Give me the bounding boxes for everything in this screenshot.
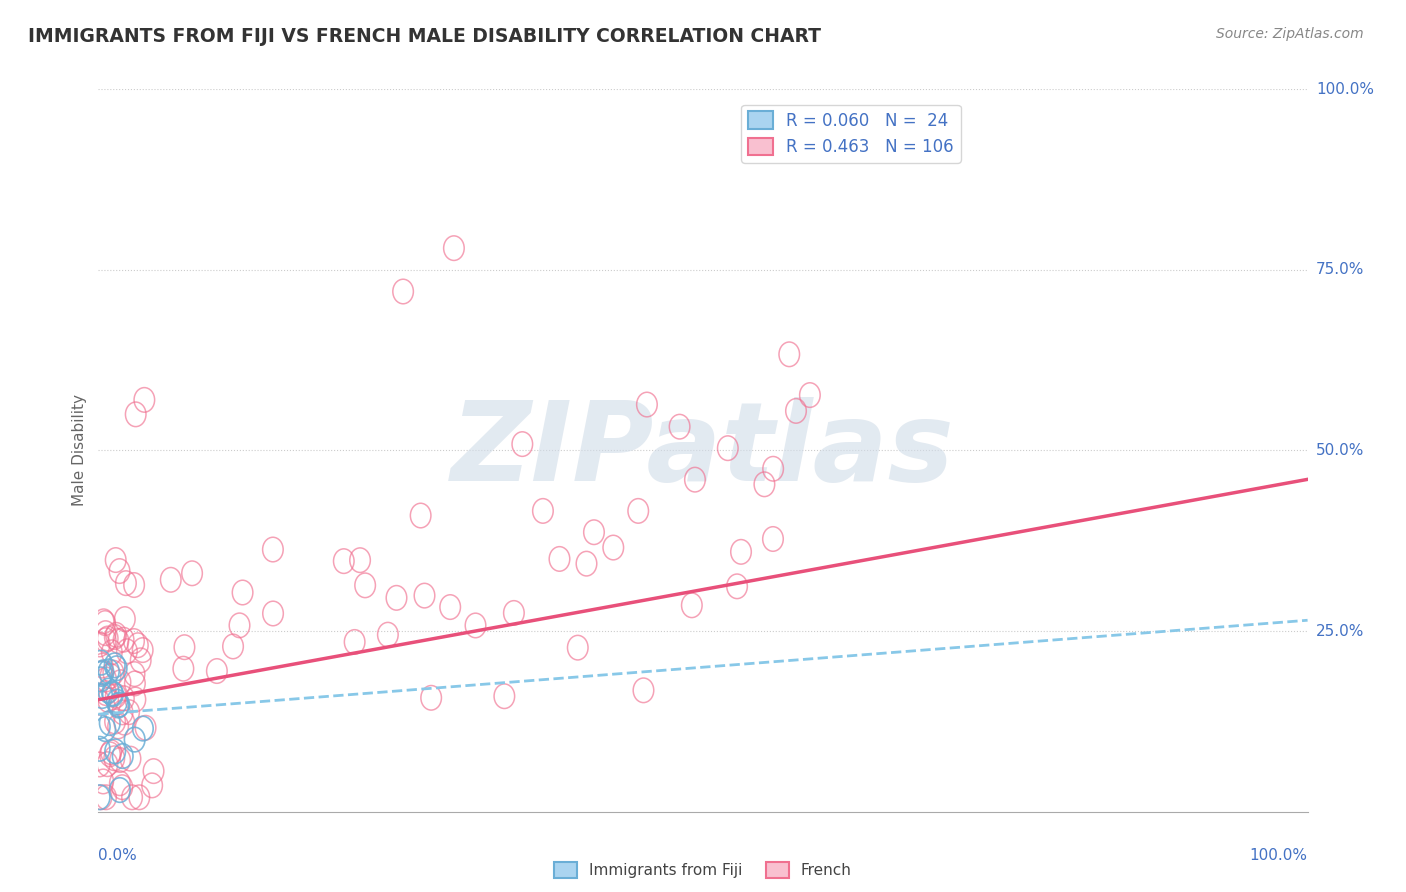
Text: 25.0%: 25.0% — [1316, 624, 1364, 639]
Text: IMMIGRANTS FROM FIJI VS FRENCH MALE DISABILITY CORRELATION CHART: IMMIGRANTS FROM FIJI VS FRENCH MALE DISA… — [28, 27, 821, 45]
Legend: Immigrants from Fiji, French: Immigrants from Fiji, French — [548, 856, 858, 884]
Text: 100.0%: 100.0% — [1316, 82, 1374, 96]
Text: 50.0%: 50.0% — [1316, 443, 1364, 458]
Text: 0.0%: 0.0% — [98, 847, 138, 863]
Y-axis label: Male Disability: Male Disability — [72, 394, 87, 507]
Text: 75.0%: 75.0% — [1316, 262, 1364, 277]
Text: ZIPatlas: ZIPatlas — [451, 397, 955, 504]
Text: Source: ZipAtlas.com: Source: ZipAtlas.com — [1216, 27, 1364, 41]
Legend: R = 0.060   N =  24, R = 0.463   N = 106: R = 0.060 N = 24, R = 0.463 N = 106 — [741, 104, 960, 162]
Text: 100.0%: 100.0% — [1250, 847, 1308, 863]
